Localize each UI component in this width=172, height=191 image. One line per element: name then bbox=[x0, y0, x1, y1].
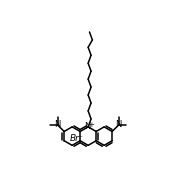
Text: +: + bbox=[88, 121, 94, 128]
Text: ⁻: ⁻ bbox=[79, 133, 83, 142]
Text: N: N bbox=[84, 122, 91, 131]
Text: Br: Br bbox=[69, 134, 79, 143]
Text: N: N bbox=[116, 121, 122, 129]
Text: N: N bbox=[54, 121, 61, 129]
